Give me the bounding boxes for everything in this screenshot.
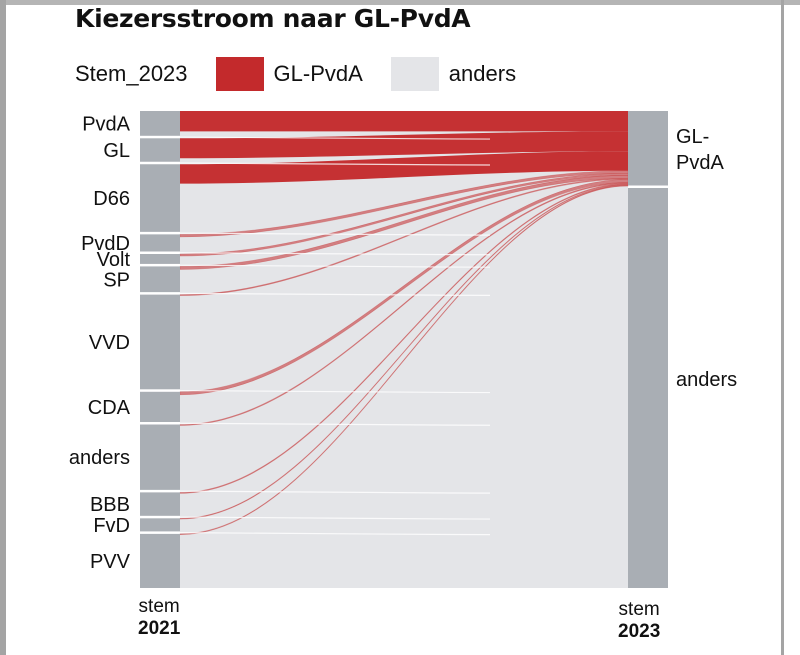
node-2021-sp [140,266,180,293]
flow-background [180,111,628,588]
left-axis-caption: stem 2021 [138,596,180,640]
flow-d66-to-gl-pvda [180,151,628,184]
node-2021-cda [140,391,180,423]
separator-anders [179,490,491,494]
chart-title: Kiezersstroom naar GL-PvdA [75,4,471,33]
label-2021-cda: CDA [88,397,131,419]
flow-pvv-to-gl-pvda [179,184,629,535]
legend-title: Stem_2023 [75,61,188,86]
node-2021-anders [140,424,180,490]
label-2023-line: GL- [676,126,709,148]
separator-pvdd [179,252,491,256]
node-2021-pvdd [140,234,180,252]
label-2023-line: PvdA [676,152,724,174]
separator-vvd [179,389,491,394]
label-2023-gl-pvda: GL- PvdA [676,126,724,174]
separator-cda [179,422,491,426]
flow-pvda-to-gl-pvda [180,111,628,132]
node-2021-pvda [140,111,180,136]
node-2023-anders [628,187,668,588]
separator-fvd [179,532,491,536]
legend: Stem_2023 GL-PvdA anders [75,57,544,91]
label-2021-pvdd: PvdD [81,233,130,255]
node-2021-fvd [140,518,180,532]
right-border [781,0,784,655]
label-2021-sp: SP [103,269,130,291]
separator-pvda [179,136,491,140]
left-axis-caption-text: stem [138,596,180,617]
separator-d66 [179,232,491,236]
legend-swatch-anders [390,57,439,91]
legend-label-gl-pvda: GL-PvdA [273,61,363,86]
node-2023-gl-pvda [628,111,668,186]
label-2023-line: anders [676,369,737,391]
node-2021-gl [140,138,180,162]
separator-gl [179,162,491,166]
label-2023-anders: anders [676,369,737,391]
top-border [0,0,800,5]
label-2021-gl: GL [103,140,130,162]
node-2021-pvv [140,533,180,588]
right-axis-caption: stem 2023 [618,599,660,643]
left-border [0,0,6,655]
label-2021-pvv: PVV [90,551,131,573]
label-2021-anders: anders [69,447,130,469]
right-axis-year: 2023 [618,621,661,642]
label-2021-pvda: PvdA [82,113,130,135]
separator-bbb [179,516,491,520]
label-2021-volt: Volt [97,249,131,271]
legend-swatch-gl-pvda [215,57,264,91]
label-2021-vvd: VVD [89,332,130,354]
legend-label-anders: anders [448,61,517,86]
node-2021-vvd [140,294,180,390]
label-2021-bbb: BBB [90,494,130,516]
right-axis-caption-text: stem [618,599,660,620]
label-2021-fvd: FvD [93,515,130,537]
node-2021-d66 [140,164,180,232]
separator-sp [179,292,491,296]
separator-volt [179,264,491,268]
label-2021-d66: D66 [93,188,130,210]
node-2021-volt [140,254,180,264]
left-axis-year: 2021 [138,618,181,639]
node-2021-bbb [140,492,180,516]
